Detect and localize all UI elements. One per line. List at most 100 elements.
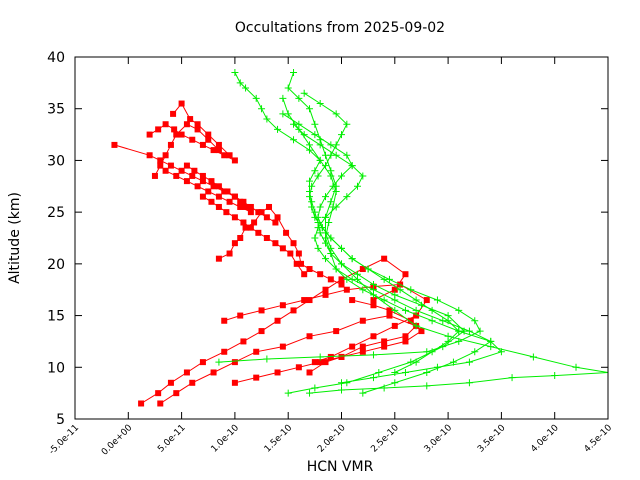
series-1-point [338, 260, 345, 268]
series-0-point [189, 172, 196, 179]
series-1-point [290, 69, 298, 77]
plot-area [111, 69, 608, 407]
series-0-point [407, 317, 414, 324]
series-1-point [332, 265, 340, 273]
y-tick-label: 25 [47, 205, 65, 221]
series-1-point [322, 213, 330, 221]
series-1-point [316, 353, 324, 361]
series-1-point [290, 136, 298, 144]
series-0-point [247, 209, 254, 216]
series-1-point [215, 358, 223, 366]
series-0-point [199, 193, 206, 200]
series-1-point [311, 120, 319, 128]
series-0-point [224, 188, 231, 195]
series-0-point [170, 110, 177, 117]
series-0-point [189, 136, 196, 143]
y-tick-label: 15 [47, 309, 65, 325]
series-0-point [274, 317, 281, 324]
series-0-point [215, 203, 222, 210]
series-1-point [311, 384, 319, 392]
series-1-point [353, 182, 361, 190]
series-1-point [338, 131, 345, 139]
series-0-point [359, 317, 366, 324]
series-0-point [370, 333, 377, 340]
series-0-point [402, 333, 409, 340]
series-1-point [252, 94, 260, 102]
series-0-point [349, 297, 356, 304]
series-1-point [449, 358, 457, 366]
series-1-point [258, 105, 266, 113]
x-tick-label: 0.0e+00 [100, 423, 135, 458]
series-0-point [306, 369, 313, 376]
series-0-point [237, 312, 244, 319]
series-1-point [316, 203, 324, 211]
series-0-point [290, 240, 297, 247]
series-0-point [338, 353, 345, 360]
series-1-point [375, 368, 383, 376]
series-1-point [551, 372, 559, 380]
series-0-point [221, 348, 228, 355]
x-tick-label: 4.5e-10 [583, 423, 615, 455]
x-tick-label: 2.5e-10 [369, 423, 401, 455]
series-0-point [226, 250, 233, 257]
series-1-point [369, 351, 377, 359]
series-1-point [314, 244, 322, 252]
series-0-point [301, 297, 308, 304]
x-tick-label: 1.0e-10 [210, 423, 242, 455]
series-0-point [226, 198, 233, 205]
series-1-point [306, 141, 314, 149]
series-1-point [423, 368, 431, 376]
series-0-point [423, 297, 430, 304]
series-1-point [306, 105, 314, 113]
series-1-profile-5-line [303, 92, 460, 373]
series-1-point [332, 187, 340, 195]
series-1-point [311, 131, 319, 139]
series-0-point [231, 379, 238, 386]
series-1-point [391, 306, 399, 314]
series-0-point [194, 121, 201, 128]
y-tick-label: 35 [47, 102, 65, 118]
series-0-point [386, 312, 393, 319]
series-0-point [199, 359, 206, 366]
series-0-point [167, 162, 174, 169]
series-0-point [272, 219, 279, 226]
series-0-point [199, 141, 206, 148]
series-1-point [318, 224, 326, 232]
series-0-point [215, 193, 222, 200]
series-0-point [178, 100, 185, 107]
series-0-point [274, 214, 281, 221]
series-0-point [242, 224, 249, 231]
series-0-point [191, 167, 198, 174]
series-0-point [210, 147, 217, 154]
series-1-point [412, 296, 420, 304]
series-1-point [279, 110, 287, 118]
series-1-point [380, 296, 388, 304]
series-1-point [465, 358, 473, 366]
series-1-point [316, 141, 324, 149]
series-0-point [293, 260, 300, 267]
series-0-point [237, 235, 244, 241]
series-0-point [231, 214, 238, 221]
series-0-point [146, 131, 153, 138]
series-1-point [396, 286, 404, 294]
series-1-point [391, 379, 399, 387]
series-0-point [338, 281, 345, 288]
series-1-point [465, 327, 473, 335]
series-0-point [226, 152, 233, 159]
series-0-point [215, 183, 222, 190]
series-0-point [189, 379, 196, 386]
series-1-point [316, 100, 324, 108]
series-0-point [215, 147, 222, 154]
series-0-point [317, 271, 324, 278]
series-1-point [529, 353, 537, 361]
series-0-point [173, 131, 180, 138]
series-0-point [183, 121, 190, 128]
series-1-point [263, 115, 271, 123]
series-1-point [465, 379, 473, 387]
series-1-point [332, 141, 340, 149]
series-1-point [338, 379, 345, 387]
series-1-point [444, 317, 452, 325]
series-0-point [157, 400, 164, 407]
series-0-point [162, 152, 169, 159]
series-0-point [223, 209, 230, 216]
